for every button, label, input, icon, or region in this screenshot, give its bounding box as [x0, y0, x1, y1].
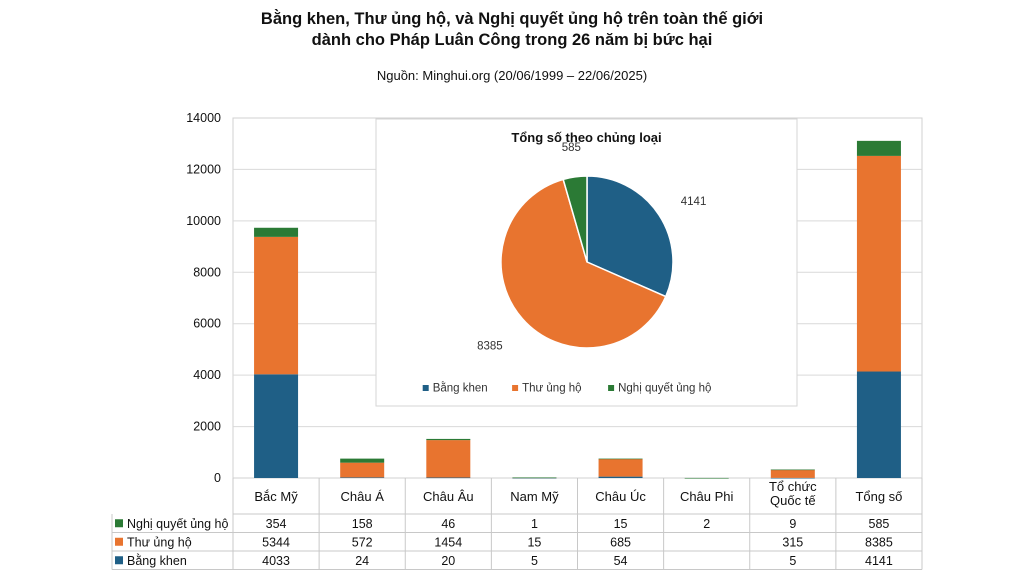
- bar-segment: [340, 458, 385, 463]
- bar-segment: [856, 371, 901, 478]
- table-value: 315: [782, 535, 803, 549]
- bar-segment: [426, 438, 471, 441]
- x-category-label: Châu Úc: [595, 489, 646, 504]
- x-category-label: Bắc Mỹ: [254, 489, 298, 504]
- table-value: 20: [441, 554, 455, 568]
- y-tick-label: 14000: [186, 111, 221, 125]
- table-value: 1: [531, 517, 538, 531]
- table-value: 5344: [262, 535, 290, 549]
- bar-segment: [426, 477, 471, 479]
- pie-legend-label: Bằng khen: [433, 382, 488, 395]
- table-value: 572: [352, 535, 373, 549]
- x-category-label: Châu Á: [341, 489, 385, 504]
- pie-legend-swatch: [512, 385, 519, 391]
- table-value: 5: [789, 554, 796, 568]
- x-category-label: Tổ chức: [769, 479, 817, 494]
- table-value: 9: [789, 517, 796, 531]
- pie-data-label: 585: [562, 142, 581, 154]
- pie-legend-swatch: [608, 385, 615, 391]
- table-value: 585: [869, 517, 890, 531]
- x-category-label: Tổng số: [855, 489, 902, 504]
- y-tick-label: 6000: [193, 317, 221, 331]
- y-tick-label: 2000: [193, 420, 221, 434]
- y-tick-label: 8000: [193, 265, 221, 279]
- y-tick-label: 12000: [186, 162, 221, 176]
- chart-source: Nguồn: Minghui.org (20/06/1999 – 22/06/2…: [376, 68, 648, 83]
- bar-segment: [598, 458, 643, 460]
- chart-title-line-2: dành cho Pháp Luân Công trong 26 năm bị …: [311, 31, 713, 49]
- table-value: 2: [703, 517, 710, 531]
- pie-slice: [562, 175, 588, 263]
- table-legend-swatch: [115, 537, 123, 546]
- bar-segment: [856, 140, 901, 156]
- x-category-label: Nam Mỹ: [510, 489, 559, 504]
- bar-segment: [856, 155, 901, 372]
- table-legend-swatch: [115, 556, 123, 565]
- bar-segment: [598, 476, 643, 478]
- y-tick-label: 0: [214, 471, 221, 485]
- y-tick-label: 10000: [186, 214, 221, 228]
- pie-data-label: 4141: [681, 196, 707, 208]
- table-value: 5: [531, 554, 538, 568]
- table-series-label: Thư ủng hộ: [127, 535, 192, 549]
- x-category-label: Châu Phi: [680, 489, 734, 504]
- table-legend-swatch: [115, 519, 123, 528]
- bar-segment: [684, 477, 729, 479]
- bar-segment: [426, 440, 471, 478]
- bar-segment: [254, 374, 299, 478]
- table-value: 685: [610, 535, 631, 549]
- bar-segment: [512, 477, 557, 479]
- table-value: 158: [352, 517, 373, 531]
- table-value: 1454: [434, 535, 462, 549]
- pie-data-label: 8385: [477, 341, 503, 353]
- bar-segment: [340, 462, 385, 478]
- x-category-label: Quốc tế: [770, 493, 816, 508]
- bar-segment: [512, 477, 557, 479]
- table-value: 4033: [262, 554, 290, 568]
- x-category-label: Châu Âu: [423, 489, 474, 504]
- table-value: 54: [614, 554, 628, 568]
- table-value: 4141: [865, 554, 893, 568]
- chart-title-line-1: Bằng khen, Thư ủng hộ, và Nghị quyết ủng…: [260, 10, 764, 28]
- table-value: 8385: [865, 535, 893, 549]
- table-value: 15: [527, 535, 541, 549]
- bar-segment: [770, 469, 815, 471]
- y-tick-label: 4000: [193, 368, 221, 382]
- bar-segment: [770, 477, 815, 479]
- table-series-label: Bằng khen: [127, 553, 187, 568]
- bar-segment: [254, 227, 299, 237]
- bar-segment: [254, 236, 299, 375]
- pie-legend-label: Nghị quyết ủng hộ: [618, 383, 711, 395]
- pie-legend-label: Thư ủng hộ: [522, 383, 582, 395]
- table-value: 354: [266, 517, 287, 531]
- table-value: 46: [441, 517, 455, 531]
- pie-legend-swatch: [422, 385, 429, 391]
- bar-segment: [340, 477, 385, 478]
- table-series-label: Nghị quyết ủng hộ: [127, 517, 229, 531]
- table-value: 15: [614, 517, 628, 531]
- bar-segment: [770, 469, 815, 478]
- bar-segment: [598, 458, 643, 477]
- table-value: 24: [355, 554, 369, 568]
- pie-title: Tổng số theo chủng loại: [511, 130, 661, 145]
- pie-slice: [500, 178, 667, 349]
- pie-slice: [586, 175, 674, 298]
